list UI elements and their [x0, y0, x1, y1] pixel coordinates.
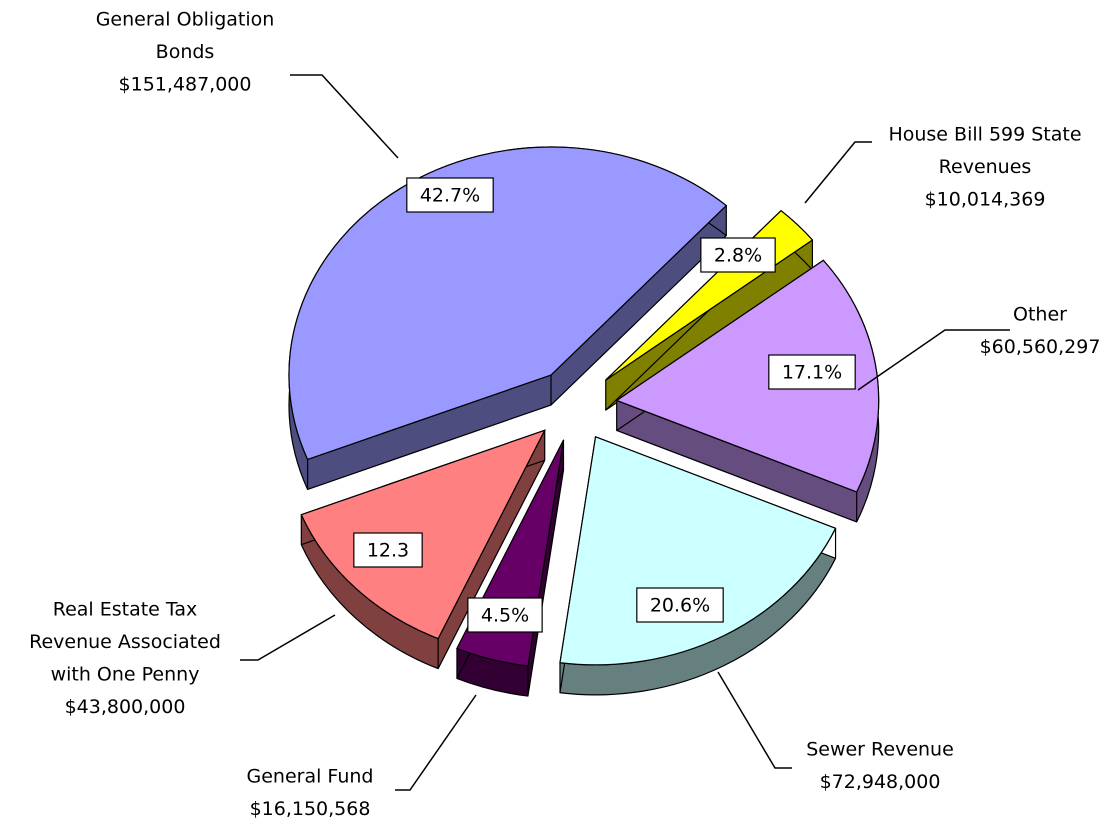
leader-line: [804, 141, 872, 204]
value-label: 12.3: [367, 540, 409, 562]
value-label-box: [768, 354, 856, 390]
slice-label: with One Penny: [51, 664, 200, 686]
slice-label: Revenues: [939, 156, 1032, 178]
slice: [300, 429, 546, 640]
slice: [559, 436, 837, 666]
amount-label: $151,487,000: [119, 74, 252, 96]
value-label: 20.6%: [650, 595, 710, 617]
amount-label: $60,560,297: [980, 336, 1101, 358]
value-label: 42.7%: [420, 185, 480, 207]
slice-label: General Fund: [247, 766, 374, 788]
amount-label: $10,014,369: [925, 189, 1046, 211]
leader-line: [857, 329, 1010, 391]
leader-line: [395, 694, 477, 791]
leader-line: [290, 74, 399, 159]
slice-label: House Bill 599 State: [888, 124, 1081, 146]
amount-label: $43,800,000: [65, 696, 186, 718]
value-label-box: [467, 597, 543, 633]
slice-label: General Obligation: [96, 9, 275, 31]
slice: [288, 146, 728, 461]
slice: [615, 259, 880, 493]
slice-label: Bonds: [156, 41, 215, 63]
leader-line: [240, 614, 336, 661]
value-label: 4.5%: [481, 605, 529, 627]
amount-label: $16,150,568: [250, 798, 371, 820]
value-label-box: [700, 237, 776, 273]
slice-label: Real Estate Tax: [53, 599, 198, 621]
slice-label: Other: [1013, 304, 1067, 326]
value-label: 2.8%: [714, 245, 762, 267]
value-label-box: [406, 177, 494, 213]
value-label-box: [353, 532, 423, 568]
slice-label: Sewer Revenue: [806, 739, 954, 761]
slice-label: Revenue Associated: [29, 631, 221, 653]
leader-line: [717, 671, 792, 769]
amount-label: $72,948,000: [820, 771, 941, 793]
value-label: 17.1%: [782, 362, 842, 384]
value-label-box: [636, 587, 724, 623]
